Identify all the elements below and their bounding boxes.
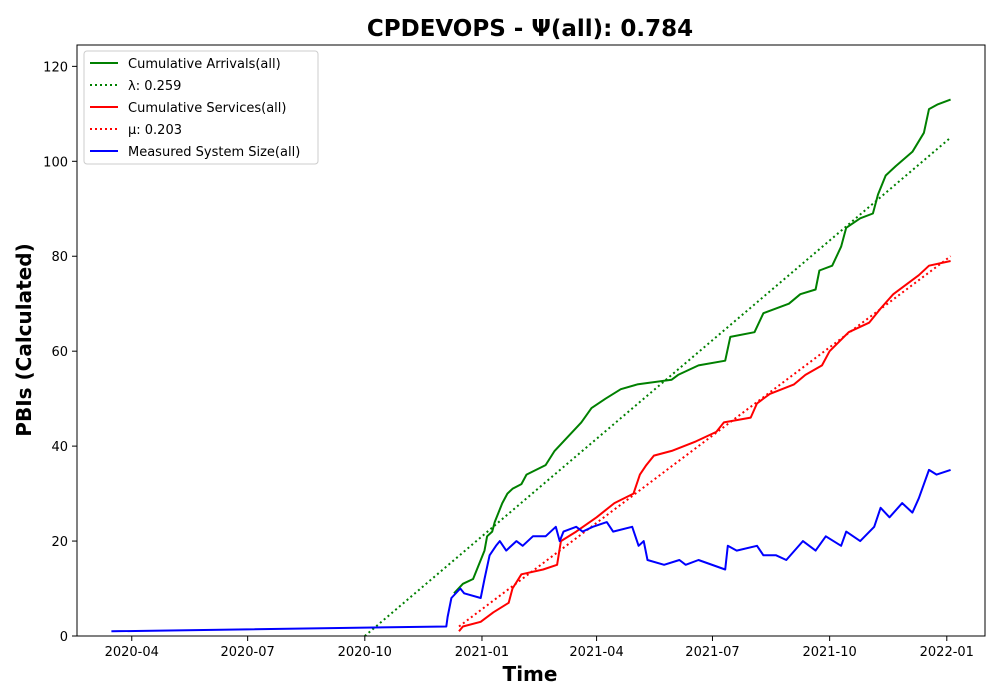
x-tick-label: 2020-10 — [338, 645, 392, 660]
x-tick-label: 2022-01 — [920, 645, 974, 660]
plot-area — [111, 98, 952, 637]
x-tick-label: 2021-01 — [455, 645, 509, 660]
y-tick-label: 0 — [60, 630, 68, 645]
x-tick-label: 2021-04 — [569, 645, 623, 660]
y-tick-label: 80 — [51, 250, 68, 265]
legend-entry-cumulative-services-all: Cumulative Services(all) — [128, 101, 286, 116]
series-line-measured-system-size-all — [111, 468, 951, 633]
y-tick-label: 100 — [43, 155, 68, 170]
x-tick-label: 2020-04 — [105, 645, 159, 660]
x-tick-label: 2021-07 — [685, 645, 739, 660]
legend-box — [83, 50, 319, 165]
legend-entry-0-203: μ: 0.203 — [128, 123, 182, 138]
series-line-cumulative-arrivals-all — [453, 98, 951, 594]
legend-entry-0-259: λ: 0.259 — [128, 79, 181, 94]
legend: Cumulative Arrivals(all) λ: 0.259 Cumulati… — [83, 50, 319, 165]
y-tick-label: 40 — [51, 440, 68, 455]
y-axis: 0 20 40 60 80 100 120 — [43, 60, 77, 645]
x-tick-label: 2021-10 — [802, 645, 856, 660]
x-axis: 2020-04 2020-07 2020-10 2021-01 2021-04 2021-… — [105, 636, 974, 660]
y-tick-label: 120 — [43, 60, 68, 75]
x-axis-label: Time — [503, 662, 558, 686]
axes-frame — [76, 44, 986, 637]
series-line-0-259 — [364, 136, 952, 637]
y-tick-label: 60 — [51, 345, 68, 360]
legend-entry-cumulative-arrivals-all: Cumulative Arrivals(all) — [128, 57, 281, 72]
x-tick-label: 2020-07 — [220, 645, 274, 660]
y-tick-label: 20 — [51, 535, 68, 550]
legend-entry-measured-system-size-all: Measured System Size(all) — [128, 145, 300, 160]
chart-title: CPDEVOPS - Ψ(all): 0.784 — [367, 16, 693, 42]
y-axis-label: PBIs (Calculated) — [12, 243, 36, 436]
